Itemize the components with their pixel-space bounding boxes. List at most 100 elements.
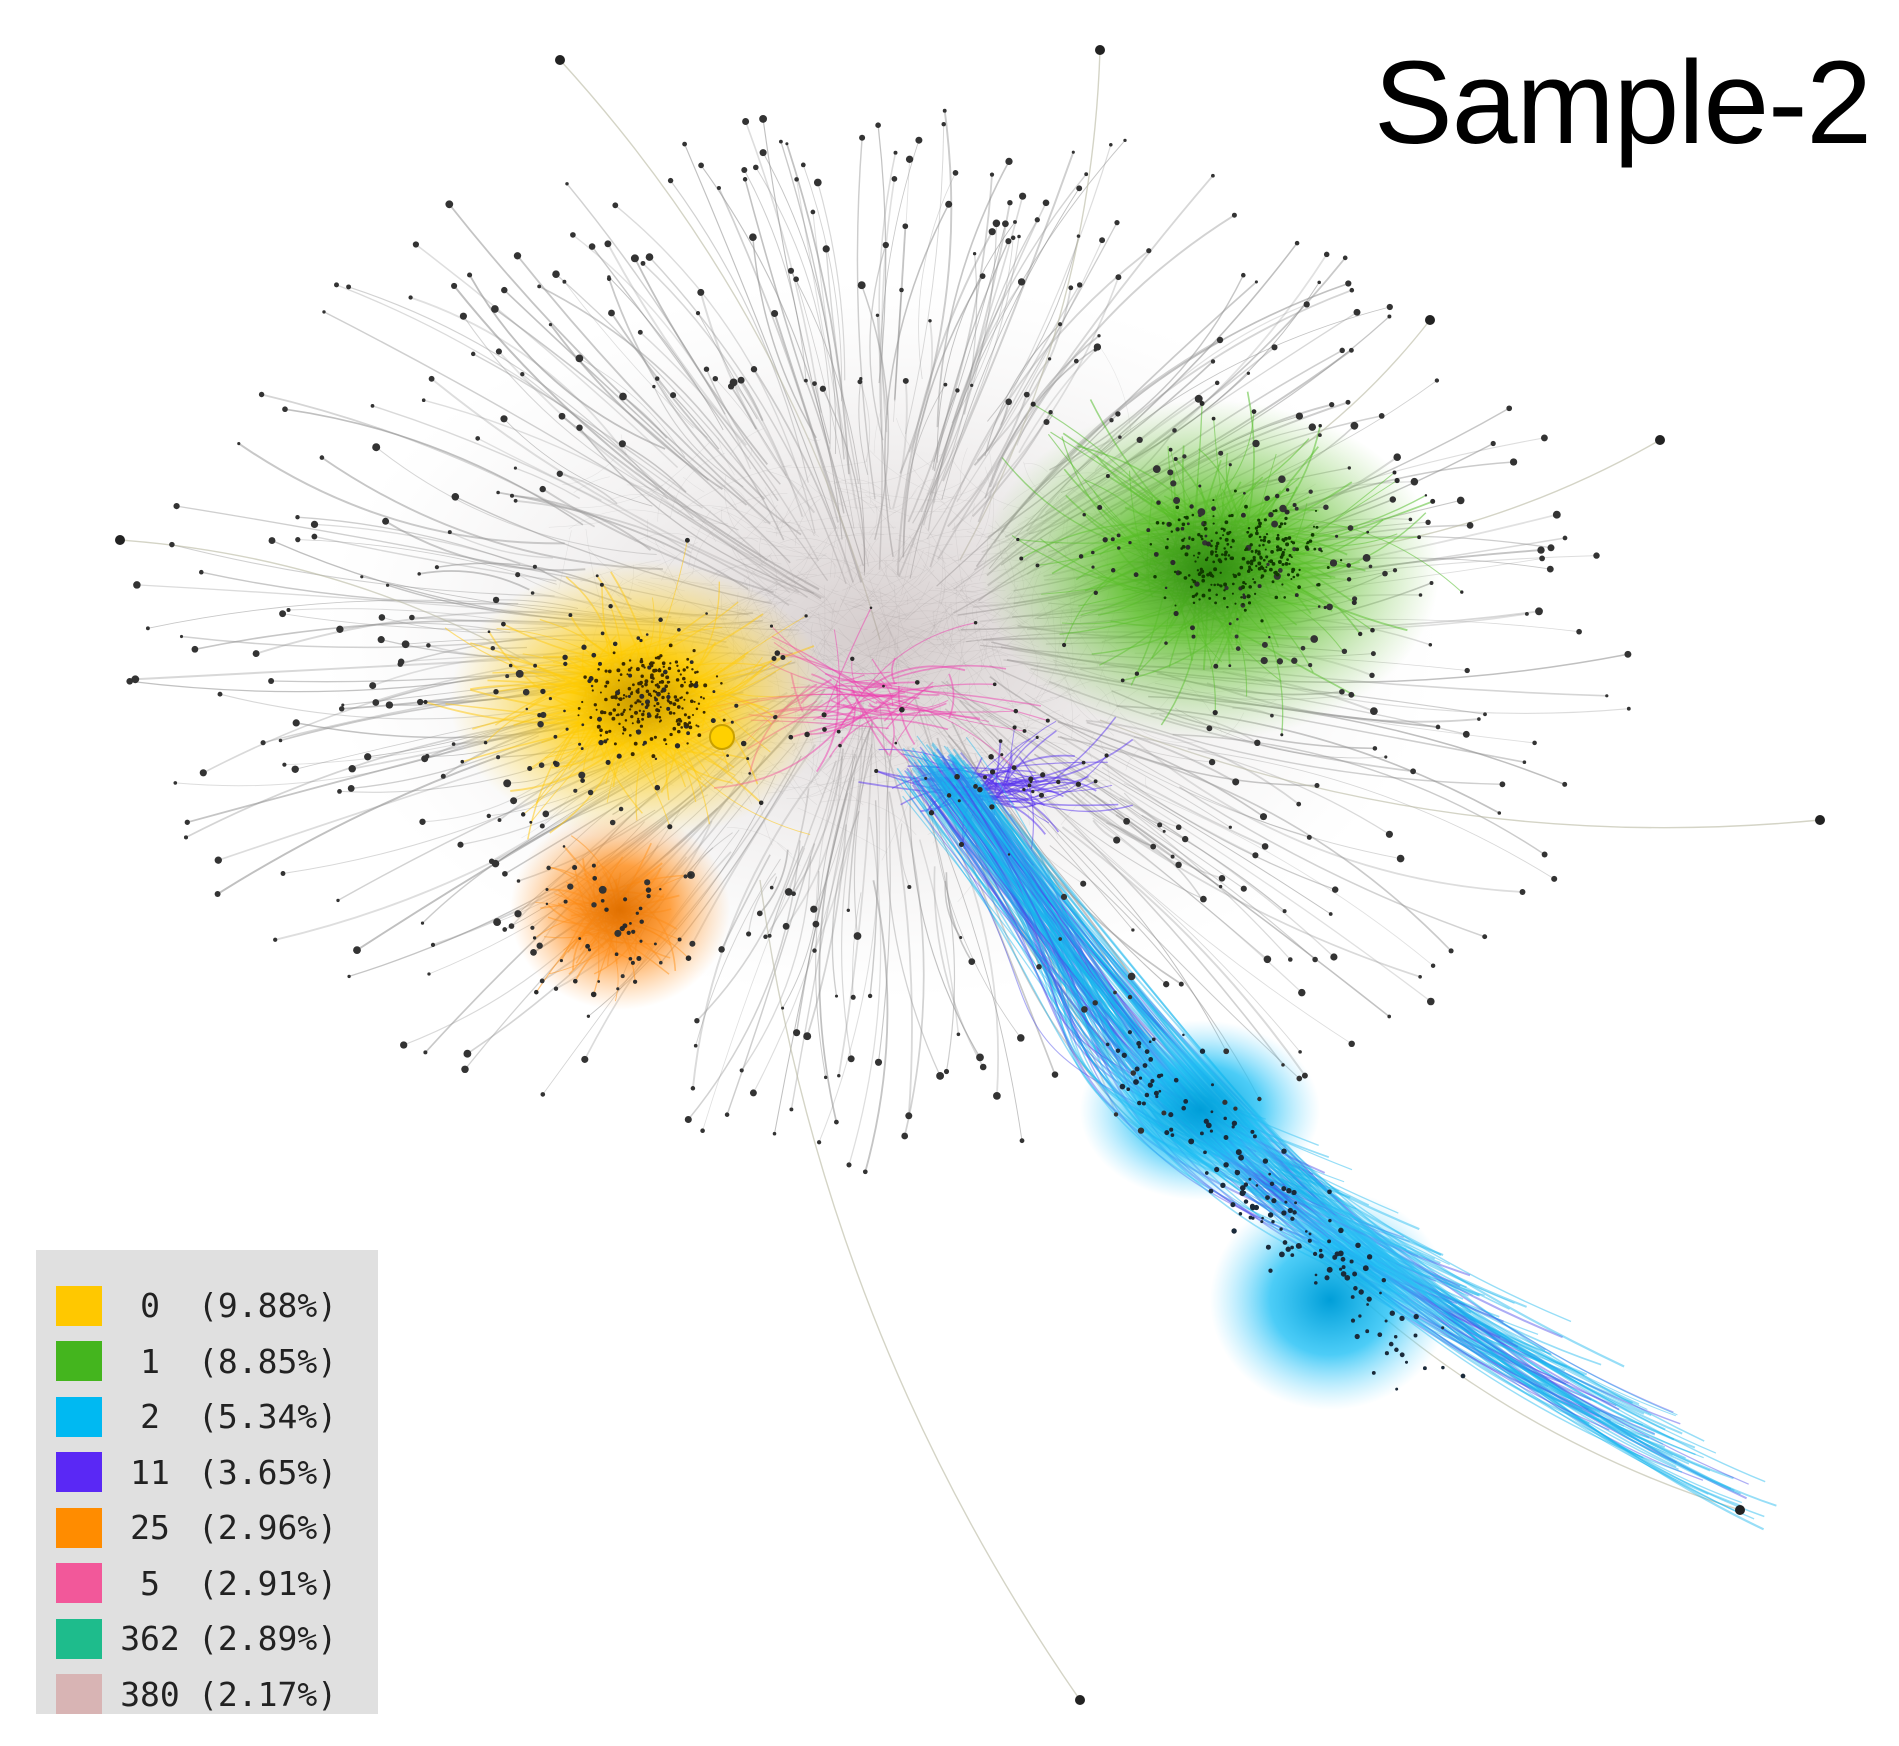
node [502, 870, 508, 877]
node [634, 701, 638, 705]
node [1192, 579, 1197, 584]
node [1236, 618, 1239, 621]
node [1275, 545, 1280, 549]
node [1244, 582, 1247, 586]
node [710, 718, 716, 724]
node [1146, 248, 1152, 254]
node [657, 668, 662, 673]
node [1281, 1210, 1287, 1216]
edge [951, 759, 1704, 1481]
node [1379, 1291, 1382, 1295]
node [532, 936, 537, 940]
node [1281, 1186, 1287, 1192]
node [630, 960, 635, 965]
node [1231, 1125, 1235, 1129]
node [1131, 928, 1135, 932]
node [659, 719, 662, 722]
node [1223, 1048, 1230, 1055]
node [622, 693, 626, 697]
node [1307, 1238, 1312, 1243]
node [1317, 280, 1321, 285]
node [1394, 1347, 1399, 1353]
node [1076, 185, 1083, 192]
node [1254, 551, 1257, 554]
node [591, 652, 597, 658]
node [563, 899, 568, 904]
node [972, 252, 977, 256]
node [645, 253, 654, 261]
node [695, 707, 699, 711]
node [641, 712, 645, 717]
node [1228, 664, 1232, 668]
node [979, 1063, 987, 1071]
node [654, 784, 661, 791]
node [803, 1032, 812, 1041]
node [634, 710, 638, 715]
node [1231, 1120, 1238, 1126]
node [1222, 1099, 1228, 1105]
node [1323, 251, 1330, 258]
node [588, 676, 594, 681]
node [539, 978, 545, 984]
node [525, 707, 529, 711]
node [1082, 512, 1086, 517]
node [639, 659, 644, 664]
node [901, 1132, 909, 1140]
node [1161, 1110, 1167, 1116]
node [540, 1092, 546, 1097]
node [545, 887, 549, 892]
node [1199, 534, 1203, 538]
node [1222, 596, 1226, 600]
node [556, 470, 563, 477]
node [1524, 611, 1529, 616]
node [1180, 526, 1185, 531]
node [578, 937, 582, 940]
node [409, 614, 415, 621]
node [1233, 1106, 1238, 1111]
node [1255, 1184, 1259, 1187]
node [486, 813, 491, 819]
node [1366, 1254, 1373, 1260]
node [874, 1058, 883, 1066]
node [445, 200, 454, 209]
node [644, 879, 651, 886]
legend-item: 380 (2.17%) [36, 1667, 378, 1723]
legend: 0 (9.88%) 1 (8.85%) 2 (5.34%) 11 (3.65%)… [36, 1250, 378, 1715]
node [1123, 817, 1130, 825]
node [653, 704, 656, 708]
node [347, 784, 355, 792]
node [529, 820, 533, 824]
node [508, 663, 513, 668]
node [1223, 1162, 1229, 1168]
node [457, 841, 464, 848]
node [641, 702, 644, 706]
node [1249, 543, 1253, 547]
node [682, 668, 686, 672]
node [1257, 561, 1262, 566]
node [608, 603, 613, 609]
node [510, 797, 518, 805]
node [804, 378, 808, 383]
node [1393, 453, 1401, 461]
node [346, 284, 352, 290]
node [810, 209, 816, 215]
node [1300, 645, 1306, 651]
edge [855, 697, 981, 806]
node [988, 228, 996, 236]
node [609, 819, 616, 826]
node [420, 921, 425, 925]
node [1115, 274, 1122, 281]
node [716, 185, 721, 191]
node [1203, 526, 1208, 531]
node [1034, 217, 1040, 223]
node [656, 713, 659, 716]
node [712, 375, 719, 382]
node [700, 696, 703, 699]
node [1191, 537, 1195, 542]
node [639, 700, 642, 703]
node [1308, 1232, 1312, 1236]
node [463, 1049, 472, 1058]
node [1313, 547, 1317, 551]
node [674, 660, 679, 664]
node [973, 784, 978, 789]
